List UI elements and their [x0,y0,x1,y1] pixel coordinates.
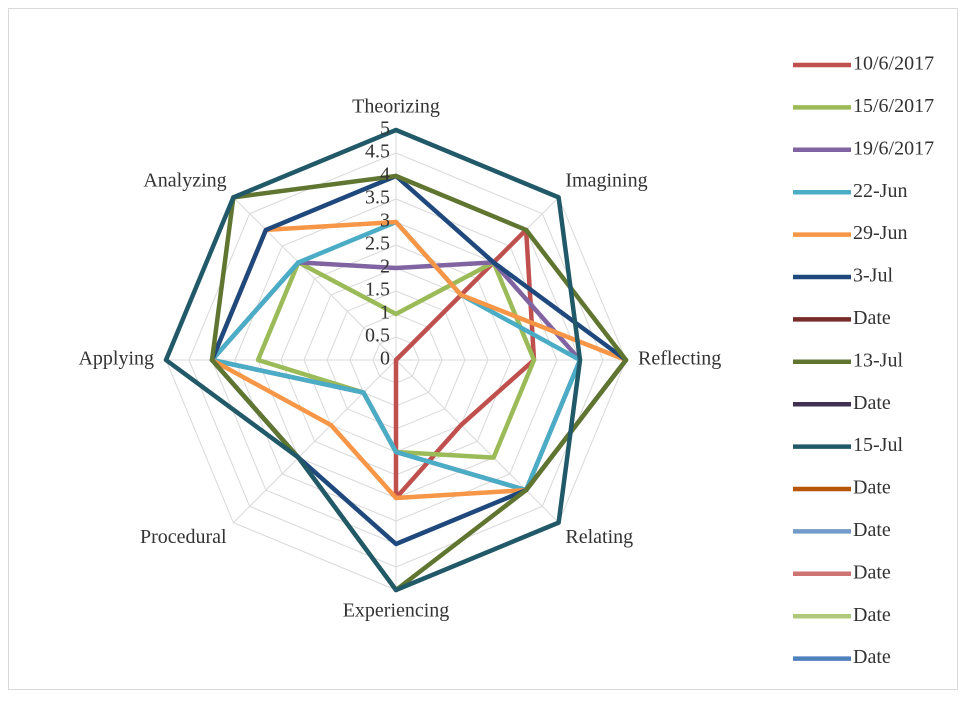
legend-label: Date [853,392,891,414]
legend-label: Date [853,307,891,329]
series-line [209,173,629,547]
legend-label: 3-Jul [853,265,893,287]
legend-label: 29-Jun [853,222,907,244]
r-tick-label: 0 [380,348,390,370]
category-label: Theorizing [352,96,440,118]
spoke [233,359,397,523]
legend-label: Date [853,477,891,499]
legend-label: 22-Jun [853,180,907,202]
r-tick-label: 2.5 [365,233,390,255]
r-tick-label: 1.5 [365,279,390,301]
legend-label: 15-Jul [853,434,903,456]
legend-label: Date [853,604,891,626]
legend-label: Date [853,646,891,668]
legend-label: 19/6/2017 [853,137,934,159]
series-line [209,219,583,493]
category-label: Reflecting [638,348,721,370]
category-label: Imagining [565,169,647,191]
legend-label: Date [853,561,891,583]
category-label: Relating [565,526,633,548]
r-tick-label: 4.5 [365,141,390,163]
legend-label: 10/6/2017 [853,53,934,75]
legend-label: 15/6/2017 [853,95,934,117]
r-tick-label: 4 [380,164,390,186]
legend-label: 13-Jul [853,349,903,371]
r-tick-label: 0.5 [365,325,390,347]
r-tick-label: 3.5 [365,187,390,209]
series-line [163,127,583,593]
category-label: Experiencing [343,600,450,622]
series-line [393,227,537,501]
r-tick-label: 2 [380,256,390,278]
spoke [395,359,559,523]
r-tick-label: 1 [380,302,390,324]
category-label: Procedural [140,526,227,548]
spoke [233,197,397,361]
r-tick-label: 3 [380,210,390,232]
legend-label: Date [853,519,891,541]
category-label: Applying [78,348,154,370]
r-tick-label: 5 [380,118,390,140]
category-label: Analyzing [143,169,226,191]
